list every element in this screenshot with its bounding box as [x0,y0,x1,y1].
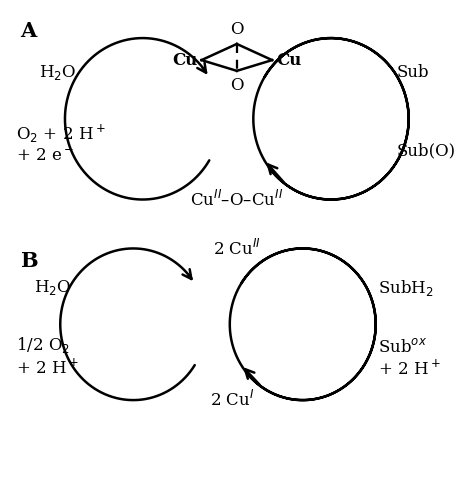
Text: H$_2$O: H$_2$O [34,278,72,297]
Text: O: O [230,77,244,94]
Text: 2 Cu$^{II}$: 2 Cu$^{II}$ [213,239,261,259]
Text: Cu$^{II}$–O–Cu$^{II}$: Cu$^{II}$–O–Cu$^{II}$ [190,190,283,210]
Text: Sub$^{ox}$
+ 2 H$^+$: Sub$^{ox}$ + 2 H$^+$ [378,338,441,379]
Text: O: O [230,21,244,38]
Text: Cu: Cu [173,52,198,68]
Text: 2 Cu$^{I}$: 2 Cu$^{I}$ [210,390,255,410]
Text: SubH$_2$: SubH$_2$ [378,277,434,298]
Text: Cu: Cu [276,52,301,68]
Text: A: A [20,21,36,41]
Text: 1/2 O$_2$
+ 2 H$^+$: 1/2 O$_2$ + 2 H$^+$ [16,335,78,377]
Text: H$_2$O: H$_2$O [39,63,76,82]
Text: B: B [20,251,38,271]
Text: O$_2$ + 2 H$^+$
+ 2 e$^-$: O$_2$ + 2 H$^+$ + 2 e$^-$ [16,123,105,164]
Text: Sub(O): Sub(O) [397,142,456,159]
Text: Sub: Sub [397,64,429,81]
